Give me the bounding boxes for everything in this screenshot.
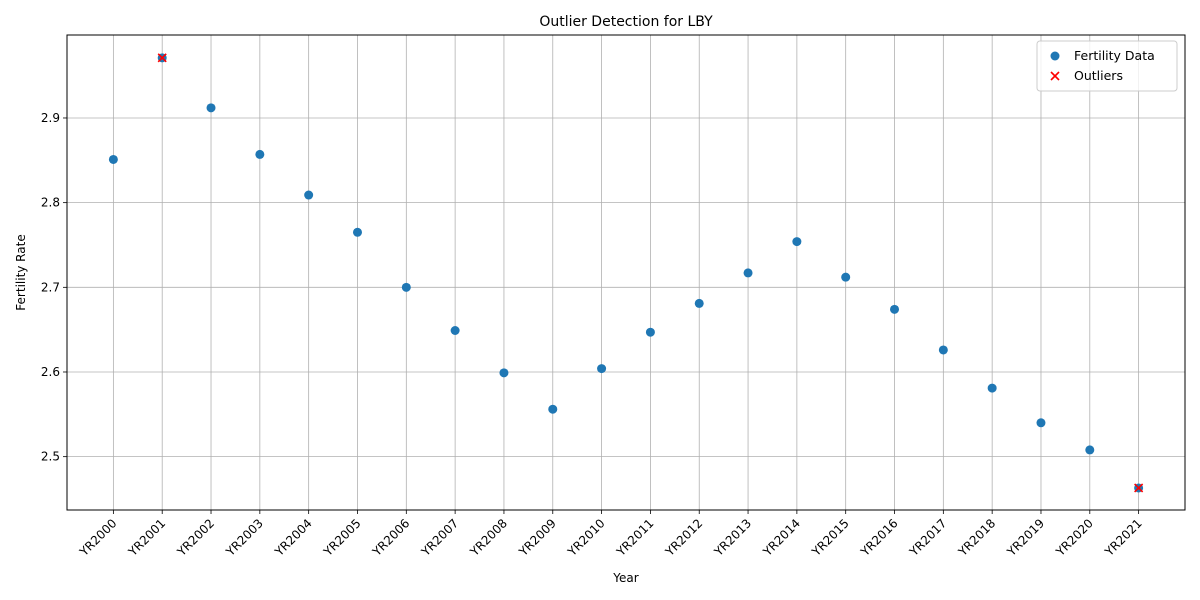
- outlier-marker-stroke: [1134, 483, 1144, 493]
- x-tick-label: YR2019: [1004, 516, 1047, 559]
- x-tick-label: YR2018: [955, 516, 998, 559]
- data-point: [792, 237, 802, 247]
- x-tick-label: YR2006: [369, 516, 412, 559]
- outlier-marker: [157, 53, 167, 63]
- x-tick-label: YR2016: [857, 516, 900, 559]
- data-point: [108, 154, 118, 164]
- outlier-marker-stroke: [157, 53, 167, 63]
- data-point: [597, 364, 607, 374]
- y-tick-label: 2.5: [41, 450, 60, 464]
- legend-x-stroke: [1050, 71, 1060, 81]
- data-point: [841, 272, 851, 282]
- data-point: [352, 227, 362, 237]
- x-tick-label: YR2001: [125, 516, 168, 559]
- x-tick-label: YR2002: [174, 516, 217, 559]
- data-point: [1085, 445, 1095, 455]
- y-tick-label: 2.9: [41, 111, 60, 125]
- data-marks: [108, 53, 1144, 493]
- data-point: [987, 383, 997, 393]
- x-tick-label: YR2010: [564, 516, 607, 559]
- data-point: [304, 190, 314, 200]
- x-tick-label: YR2013: [711, 516, 754, 559]
- grid: [67, 35, 1185, 510]
- x-tick-label: YR2008: [467, 516, 510, 559]
- x-tick-label: YR2004: [271, 516, 314, 559]
- data-point: [694, 298, 704, 308]
- x-axis-label: Year: [612, 571, 638, 585]
- data-point: [450, 325, 460, 335]
- y-axis-label: Fertility Rate: [14, 234, 28, 310]
- x-tick-label: YR2009: [516, 516, 559, 559]
- legend: Fertility Data Outliers: [1036, 40, 1178, 92]
- data-point: [499, 368, 509, 378]
- outlier-marker: [1134, 483, 1144, 493]
- data-point: [548, 404, 558, 414]
- x-axis: YR2000 YR2001 YR2002 YR2003 YR2004 YR2005 YR20…: [76, 510, 1145, 560]
- data-point: [938, 345, 948, 355]
- legend-marker-outliers: [1050, 71, 1060, 81]
- y-axis: 2.5 2.6 2.7 2.8 2.9: [41, 111, 67, 464]
- y-tick-label: 2.7: [41, 280, 60, 294]
- y-tick-label: 2.6: [41, 365, 60, 379]
- data-point: [206, 103, 216, 113]
- data-point: [743, 268, 753, 278]
- data-point: [255, 149, 265, 159]
- x-tick-label: YR2011: [613, 516, 656, 559]
- y-tick-label: 2.8: [41, 196, 60, 210]
- x-tick-label: YR2015: [809, 516, 852, 559]
- plot-frame: [66, 34, 1186, 511]
- x-tick-label: YR2003: [223, 516, 266, 559]
- x-tick-label: YR2007: [418, 516, 461, 559]
- data-point: [401, 282, 411, 292]
- data-point: [890, 304, 900, 314]
- x-tick-label: YR2012: [662, 516, 705, 559]
- data-point: [645, 327, 655, 337]
- x-tick-label: YR2005: [320, 516, 363, 559]
- legend-box: [1036, 40, 1178, 92]
- legend-label-outliers: Outliers: [1074, 68, 1123, 83]
- chart-title: Outlier Detection for LBY: [539, 14, 713, 30]
- x-tick-label: YR2021: [1101, 516, 1144, 559]
- x-tick-label: YR2017: [906, 516, 949, 559]
- x-tick-label: YR2020: [1053, 516, 1096, 559]
- legend-label-fertility-data: Fertility Data: [1074, 48, 1155, 63]
- x-tick-label: YR2000: [76, 516, 119, 559]
- data-point: [1036, 418, 1046, 428]
- legend-marker-fertility-data: [1050, 51, 1060, 61]
- x-tick-label: YR2014: [760, 516, 803, 559]
